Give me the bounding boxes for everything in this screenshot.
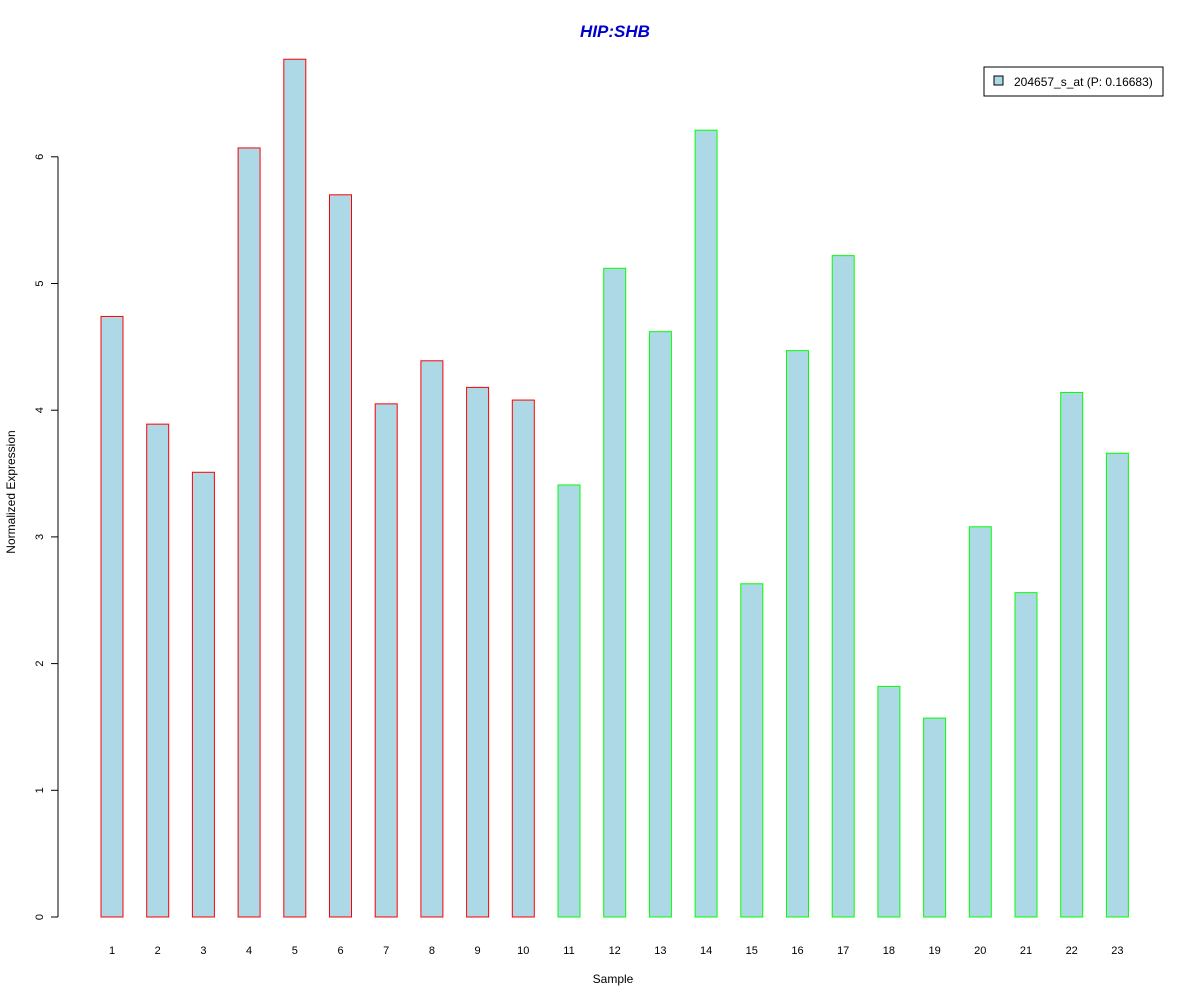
x-tick-label: 9 — [475, 945, 481, 957]
x-tick-label: 3 — [200, 945, 206, 957]
x-tick-label: 15 — [746, 945, 758, 957]
x-tick-label: 20 — [974, 945, 986, 957]
y-tick-label: 4 — [34, 407, 46, 413]
x-tick-label: 12 — [609, 945, 621, 957]
x-tick-label: 1 — [109, 945, 115, 957]
x-tick-label: 19 — [928, 945, 940, 957]
legend-box — [983, 66, 1164, 97]
y-tick-label: 0 — [34, 914, 46, 920]
y-axis: 0 1 2 3 4 5 6 — [34, 154, 59, 920]
bar-sample-17 — [831, 255, 855, 918]
x-tick-label: 23 — [1111, 945, 1123, 957]
bar-sample-6 — [329, 194, 352, 918]
legend-label: 204657_s_at (P: 0.16683) — [1014, 75, 1153, 89]
bar-sample-16 — [786, 350, 809, 918]
x-axis-label: Sample — [593, 972, 634, 986]
bar-sample-22 — [1060, 391, 1084, 918]
bar-sample-2 — [146, 423, 170, 918]
bars-group — [100, 58, 1129, 918]
x-tick-label: 10 — [517, 945, 529, 957]
y-tick-label: 3 — [34, 534, 46, 540]
bar-sample-20 — [968, 526, 992, 918]
bar-sample-12 — [603, 267, 627, 918]
bar-sample-4 — [237, 147, 261, 918]
bar-sample-8 — [420, 360, 444, 918]
bar-sample-19 — [923, 717, 947, 918]
x-tick-label: 22 — [1066, 945, 1078, 957]
x-tick-label: 4 — [246, 945, 252, 957]
bar-sample-5 — [283, 58, 307, 918]
legend-swatch — [993, 75, 1004, 86]
legend: 204657_s_at (P: 0.16683) — [983, 66, 1164, 97]
x-tick-label: 8 — [429, 945, 435, 957]
y-tick-label: 1 — [34, 787, 46, 793]
x-tick-label: 21 — [1020, 945, 1032, 957]
chart-title: HIP:SHB — [580, 22, 650, 41]
x-tick-label: 13 — [654, 945, 666, 957]
bar-sample-21 — [1014, 592, 1038, 918]
bar-sample-1 — [100, 315, 124, 918]
bar-sample-3 — [191, 471, 215, 918]
y-tick-label: 2 — [34, 661, 46, 667]
bar-sample-11 — [557, 484, 581, 918]
x-tick-label: 16 — [791, 945, 803, 957]
y-tick-label: 6 — [34, 154, 46, 160]
x-tick-label: 17 — [837, 945, 849, 957]
x-tick-label: 14 — [700, 945, 712, 957]
bar-sample-7 — [374, 403, 398, 918]
x-tick-label: 18 — [883, 945, 895, 957]
bar-sample-9 — [466, 386, 490, 918]
bar-sample-23 — [1105, 452, 1129, 918]
y-tick-label: 5 — [34, 280, 46, 286]
x-tick-label: 6 — [337, 945, 343, 957]
x-tick-labels: 1 2 3 4 5 6 7 8 9 10 11 12 13 14 15 16 17 18 19 20 21 22 23 — [109, 945, 1124, 957]
bar-sample-15 — [740, 583, 764, 918]
bar-sample-13 — [648, 331, 672, 918]
bar-sample-10 — [511, 399, 535, 918]
y-axis-label: Normalized Expression — [4, 430, 18, 553]
bar-sample-18 — [877, 685, 901, 918]
x-tick-label: 7 — [383, 945, 389, 957]
bar-sample-14 — [694, 129, 718, 918]
x-tick-label: 2 — [155, 945, 161, 957]
x-tick-label: 5 — [292, 945, 298, 957]
x-tick-label: 11 — [563, 945, 574, 957]
